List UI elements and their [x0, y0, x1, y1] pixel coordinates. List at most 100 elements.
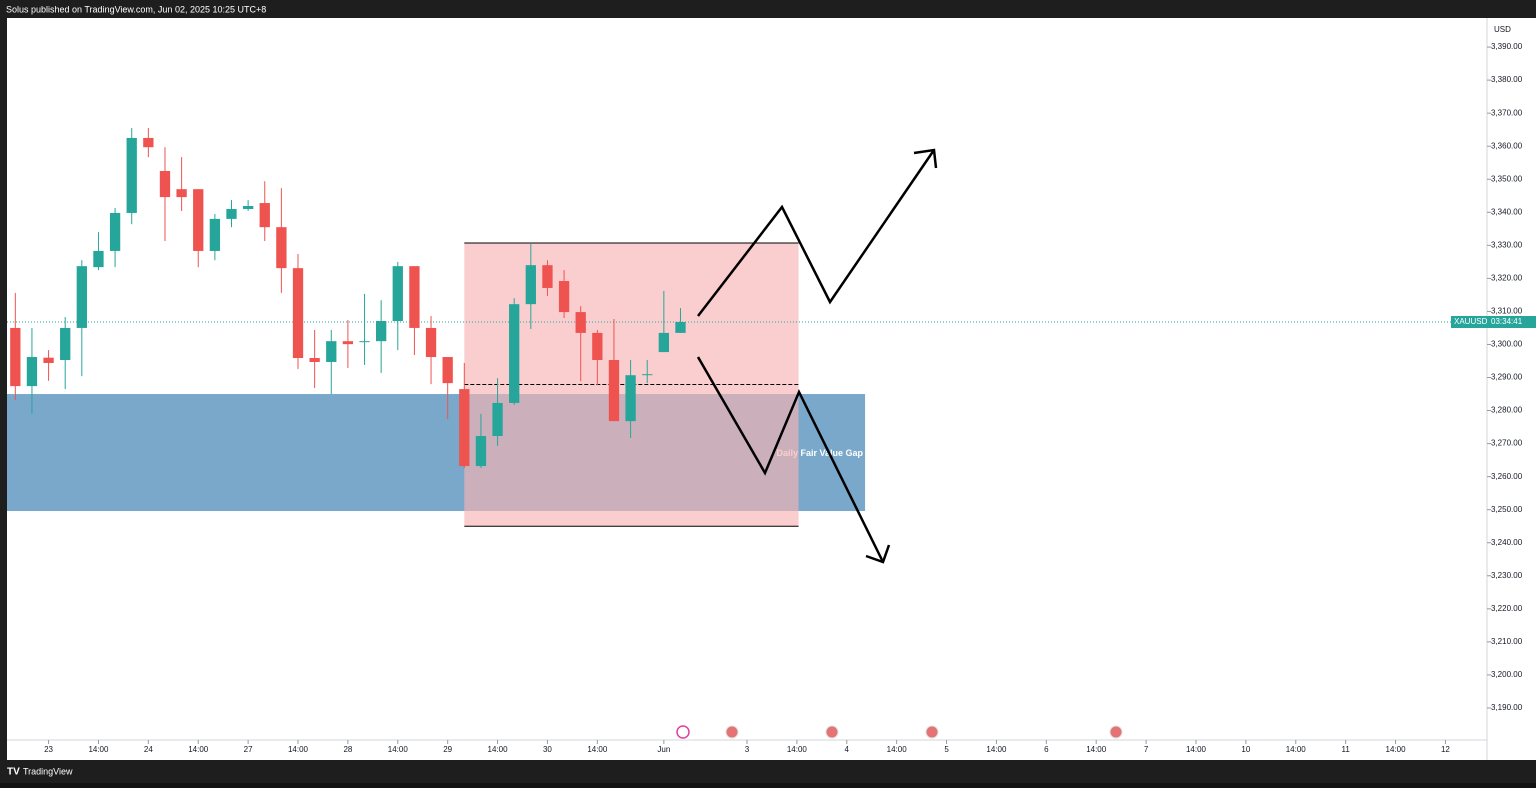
candle	[459, 362, 470, 469]
x-tick-label: 7	[1144, 745, 1149, 754]
footer-brand: TradingView	[23, 766, 73, 776]
candle-body	[509, 304, 520, 403]
candle	[442, 357, 453, 420]
event-icon[interactable]	[925, 725, 939, 739]
event-icon[interactable]	[1109, 725, 1123, 739]
countdown-label: 03:34:41	[1491, 317, 1523, 326]
event-icon[interactable]	[676, 725, 690, 739]
candle	[26, 327, 38, 414]
candle	[608, 319, 620, 422]
plot: Daily Fair Value Gap	[7, 128, 1487, 527]
candle-body	[525, 265, 536, 305]
candle-body	[109, 212, 121, 251]
candle-body	[376, 321, 387, 342]
up-arrow-head	[913, 148, 938, 169]
candle	[43, 350, 54, 381]
up-arrow	[697, 149, 936, 317]
candle	[392, 261, 403, 351]
candle	[292, 253, 304, 369]
y-tick-label: 3,210.00	[1491, 637, 1523, 646]
y-tick-label: 3,310.00	[1491, 307, 1523, 316]
candle-body	[309, 358, 320, 362]
candle-body	[675, 322, 686, 333]
y-tick-label: 3,250.00	[1491, 505, 1523, 514]
x-tick-label: 14:00	[388, 745, 409, 754]
candle-body	[276, 227, 287, 269]
candle	[259, 181, 270, 242]
candle	[475, 413, 487, 469]
x-tick-label: 14:00	[1286, 745, 1307, 754]
x-tick-label: 14:00	[488, 745, 509, 754]
event-icons	[676, 725, 1123, 739]
x-tick-label: 14:00	[1386, 745, 1407, 754]
candle	[558, 270, 570, 319]
candle-body	[492, 402, 503, 436]
candle-body	[459, 389, 470, 467]
y-tick-label: 3,230.00	[1491, 571, 1523, 580]
candle-body	[392, 266, 403, 322]
footer-logo: TV TradingView	[7, 766, 73, 777]
candle-body	[658, 332, 670, 353]
candle-body	[60, 327, 71, 360]
y-tick-label: 3,280.00	[1491, 406, 1523, 415]
candle	[93, 232, 104, 271]
candle-body	[326, 341, 337, 362]
candle	[143, 128, 154, 158]
candle-body	[126, 137, 137, 213]
x-tick-label: 30	[543, 745, 552, 754]
x-tick-label: 24	[144, 745, 153, 754]
candle	[159, 147, 171, 242]
price-label-bg	[1451, 316, 1536, 328]
x-tick-label: 3	[745, 745, 750, 754]
x-tick-label: 23	[44, 745, 53, 754]
x-tick-label: Jun	[657, 745, 670, 754]
candle-body	[259, 203, 270, 228]
candle	[76, 260, 87, 377]
candle	[625, 360, 636, 438]
y-tick-label: 3,220.00	[1491, 604, 1523, 613]
candle	[10, 292, 21, 400]
candle	[326, 329, 337, 395]
candle-body	[608, 360, 620, 422]
x-tick-label: 14:00	[787, 745, 808, 754]
x-tick-label: 14:00	[188, 745, 209, 754]
candle	[675, 308, 686, 333]
x-tick-label: 14:00	[887, 745, 908, 754]
candle	[109, 208, 121, 268]
symbol-label: XAUUSD	[1454, 317, 1488, 326]
y-tick-label: 3,260.00	[1491, 472, 1523, 481]
candle	[176, 157, 187, 211]
y-tick-label: 3,200.00	[1491, 670, 1523, 679]
x-tick-label: 11	[1341, 745, 1350, 754]
zone-label: Daily Fair Value Gap	[777, 448, 864, 458]
event-icon[interactable]	[725, 725, 739, 739]
header-text: Solus published on TradingView.com, Jun …	[6, 4, 266, 14]
y-tick-label: 3,190.00	[1491, 703, 1523, 712]
arrows	[696, 148, 938, 564]
last-price-label: XAUUSD 03:34:41	[1451, 316, 1536, 328]
x-tick-label: 14:00	[1086, 745, 1107, 754]
y-tick-label: 3,240.00	[1491, 538, 1523, 547]
x-tick-label: 4	[845, 745, 850, 754]
candle-body	[10, 327, 21, 387]
y-tick-label: 3,380.00	[1491, 75, 1523, 84]
candle	[425, 316, 437, 385]
candle	[492, 378, 503, 446]
candle-body	[159, 170, 171, 198]
candle-body	[342, 341, 354, 345]
event-icon[interactable]	[825, 725, 839, 739]
candle	[542, 260, 553, 296]
candle-body	[575, 312, 586, 333]
x-tick-label: 27	[244, 745, 253, 754]
candle	[376, 300, 387, 373]
candle	[359, 293, 370, 365]
candle	[658, 290, 670, 353]
x-tick-label: 5	[944, 745, 949, 754]
y-tick-label: 3,270.00	[1491, 439, 1523, 448]
candle	[509, 298, 520, 405]
x-tick-label: 6	[1044, 745, 1049, 754]
candle	[342, 320, 354, 368]
y-tick-label: 3,300.00	[1491, 340, 1523, 349]
